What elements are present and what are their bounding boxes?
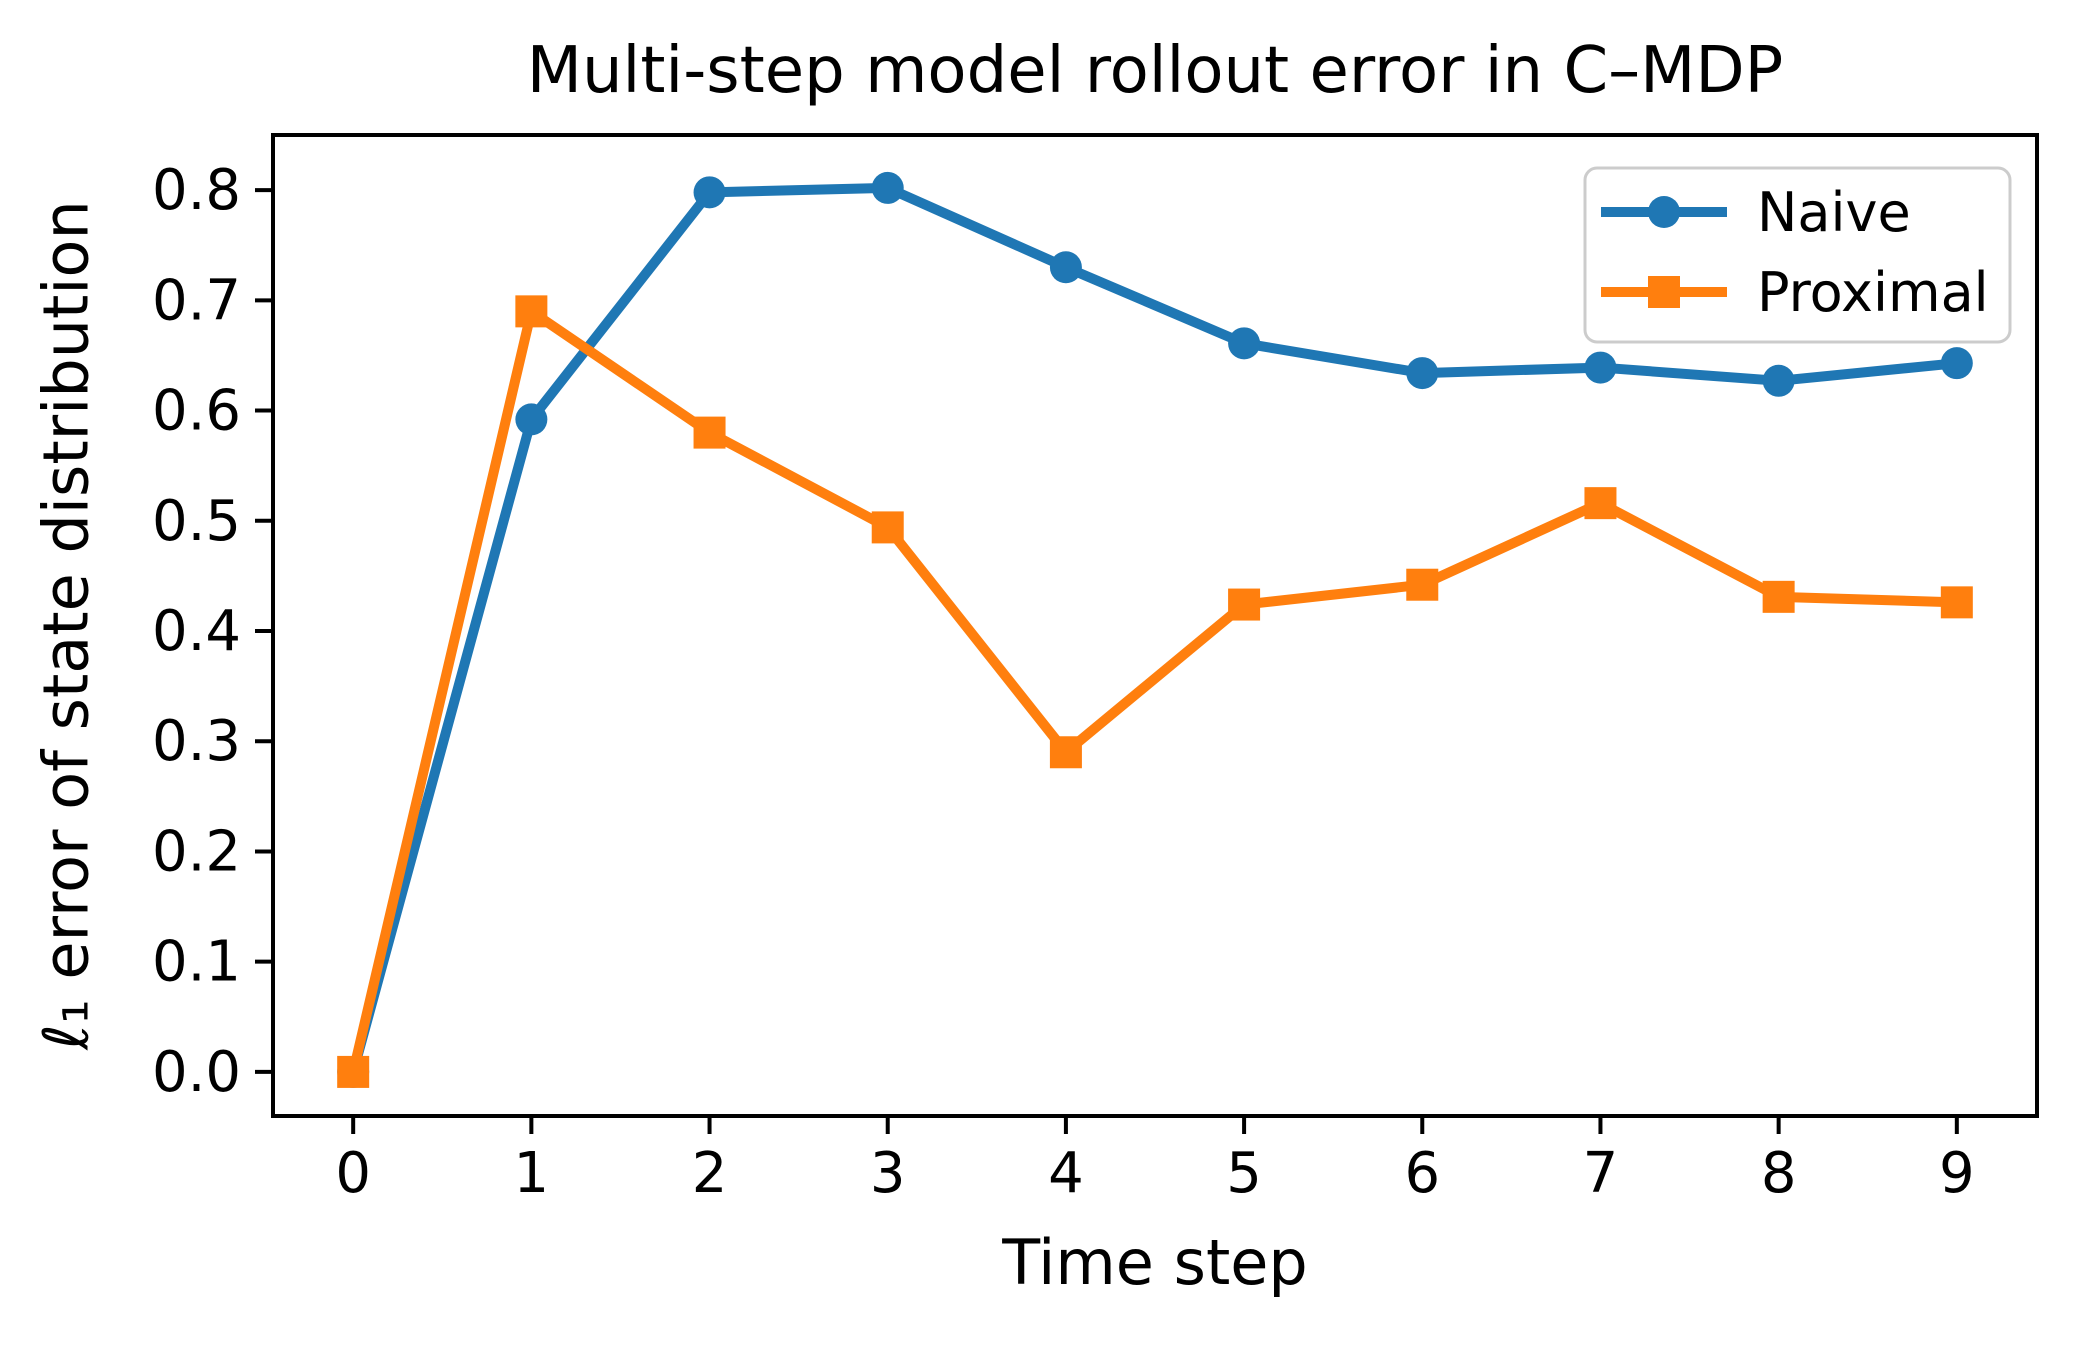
series-naive-marker — [1049, 251, 1082, 284]
series-proximal-marker — [1049, 736, 1082, 769]
x-tick-label: 6 — [1404, 1141, 1440, 1206]
chart-title: Multi-step model rollout error in C–MDP — [526, 34, 1784, 108]
series-naive-marker — [693, 176, 726, 209]
series-proximal-marker — [1940, 586, 1973, 619]
y-tick-label: 0.4 — [152, 599, 241, 664]
series-naive-marker — [1228, 327, 1261, 360]
series-proximal-marker — [693, 416, 726, 449]
x-tick-label: 2 — [692, 1141, 728, 1206]
legend: Naive Proximal — [1583, 166, 2012, 344]
series-naive-marker — [1940, 347, 1973, 380]
y-tick-label: 0.1 — [152, 930, 241, 995]
x-tick-label: 5 — [1226, 1141, 1262, 1206]
x-tick-label: 3 — [870, 1141, 906, 1206]
series-naive-marker — [1762, 364, 1795, 397]
series-proximal-marker — [1762, 580, 1795, 613]
legend-label: Naive — [1757, 181, 1911, 244]
series-proximal-marker — [1584, 487, 1617, 520]
y-tick-label: 0.8 — [152, 158, 241, 223]
series-proximal-marker — [1406, 568, 1439, 601]
series-naive-marker — [1584, 351, 1617, 384]
legend-label: Proximal — [1757, 261, 1989, 324]
series-naive-marker — [1406, 357, 1439, 390]
y-tick-label: 0.0 — [152, 1040, 241, 1105]
series-naive-line — [348, 182, 1958, 1074]
series-naive — [337, 171, 1973, 1088]
x-tick-label: 9 — [1939, 1141, 1975, 1206]
x-tick-label: 0 — [335, 1141, 371, 1206]
x-tick-label: 7 — [1583, 1141, 1619, 1206]
y-tick-label: 0.6 — [152, 379, 241, 444]
y-axis-label: ℓ₁ error of state distribution — [29, 200, 103, 1050]
x-tick-label: 8 — [1761, 1141, 1797, 1206]
series-proximal-line — [348, 306, 1957, 1074]
series-proximal — [337, 295, 1973, 1088]
y-tick-label: 0.5 — [152, 489, 241, 554]
x-axis-label: Time step — [1002, 1226, 1308, 1299]
axes-spines — [271, 133, 2039, 1118]
legend-sample-marker — [1648, 276, 1680, 308]
x-tick-label: 1 — [514, 1141, 550, 1206]
series-proximal-marker — [1228, 588, 1261, 621]
y-tick-label: 0.7 — [152, 268, 241, 333]
series-proximal-marker — [515, 295, 548, 328]
y-tick-label: 0.2 — [152, 819, 241, 884]
series-naive-marker — [515, 403, 548, 436]
legend-sample-marker — [1648, 196, 1680, 228]
series-naive-marker — [871, 171, 904, 204]
series-proximal-marker — [337, 1055, 370, 1088]
y-tick-label: 0.3 — [152, 709, 241, 774]
series-proximal-marker — [871, 511, 904, 544]
x-tick-label: 4 — [1048, 1141, 1084, 1206]
